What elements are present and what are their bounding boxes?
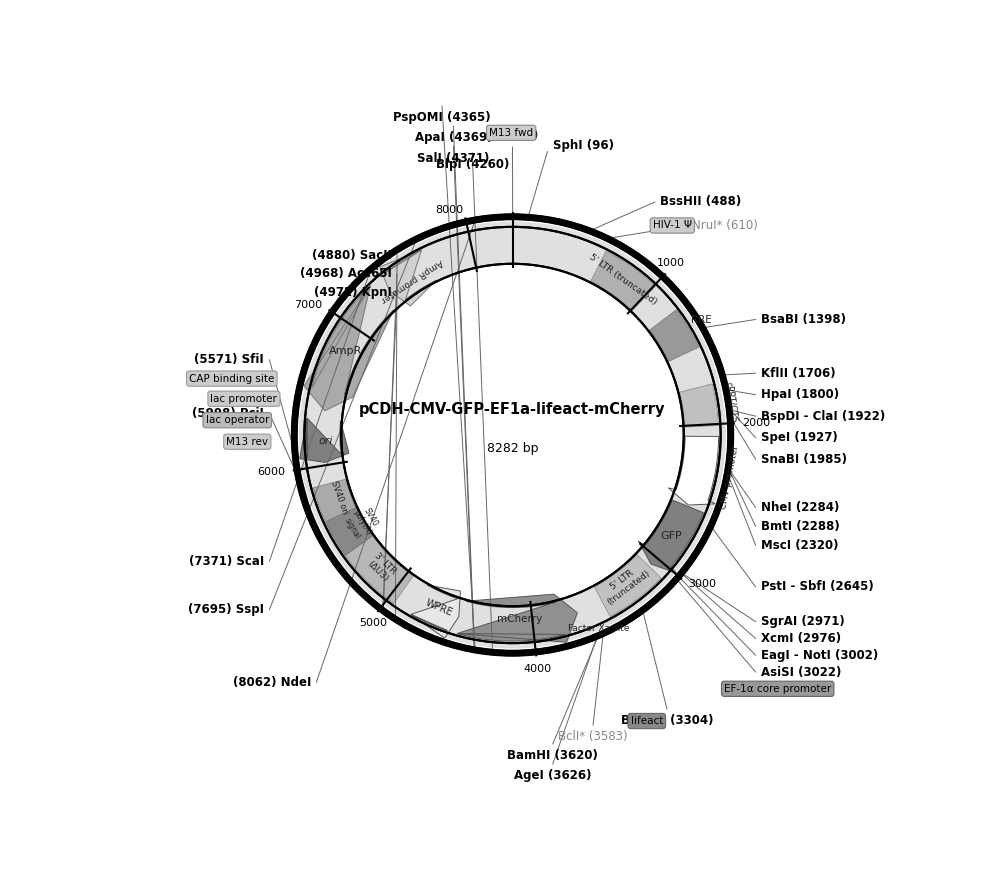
Text: CAP binding site: CAP binding site [189, 373, 275, 384]
Text: EagI - NotI (3002): EagI - NotI (3002) [761, 649, 878, 662]
Circle shape [341, 263, 684, 607]
Polygon shape [638, 500, 703, 573]
Text: mCherry: mCherry [497, 615, 542, 624]
Text: AgeI (3626): AgeI (3626) [514, 769, 592, 782]
Polygon shape [380, 250, 436, 306]
Polygon shape [304, 286, 394, 411]
Text: SnaBI (1985): SnaBI (1985) [761, 453, 847, 466]
Text: BclI* (3583): BclI* (3583) [558, 731, 628, 744]
Polygon shape [668, 436, 719, 505]
Text: 8000: 8000 [435, 205, 464, 215]
Polygon shape [457, 594, 577, 643]
Polygon shape [345, 535, 413, 603]
Circle shape [293, 215, 732, 655]
Text: SV40
poly(A)
signal: SV40 poly(A) signal [342, 504, 382, 542]
Text: BsaBI (1398): BsaBI (1398) [761, 313, 846, 326]
Text: 5' LTR
(truncated): 5' LTR (truncated) [599, 561, 652, 607]
Text: (4968) Acc65I: (4968) Acc65I [300, 268, 392, 280]
Text: GFP: GFP [660, 531, 682, 542]
Text: BlpI (4260): BlpI (4260) [436, 159, 509, 172]
Text: SphI (96): SphI (96) [553, 139, 614, 152]
Text: (5998) PciI: (5998) PciI [192, 407, 264, 420]
Text: MluI (1): MluI (1) [487, 128, 538, 141]
Text: ori: ori [319, 436, 333, 446]
Text: HpaI (1800): HpaI (1800) [761, 388, 839, 401]
Text: 6000: 6000 [257, 467, 285, 477]
Polygon shape [325, 508, 372, 555]
Text: AmpR promoter: AmpR promoter [379, 257, 443, 304]
Text: 3000: 3000 [688, 579, 716, 589]
Polygon shape [650, 310, 699, 361]
Polygon shape [313, 480, 356, 521]
Text: BmtI (2288): BmtI (2288) [761, 520, 840, 533]
Text: PstI - SbfI (2645): PstI - SbfI (2645) [761, 580, 874, 593]
Text: CMV promoter: CMV promoter [719, 445, 741, 510]
Text: SgrAI (2971): SgrAI (2971) [761, 615, 845, 628]
Text: Factor Xa site: Factor Xa site [568, 623, 629, 633]
Text: Bsu36I (3304): Bsu36I (3304) [621, 714, 713, 727]
Polygon shape [411, 585, 460, 638]
Text: SpeI (1927): SpeI (1927) [761, 431, 838, 444]
Circle shape [299, 221, 726, 649]
Text: M13 fwd: M13 fwd [489, 128, 533, 138]
Text: lifeact: lifeact [631, 716, 663, 726]
Text: 1000: 1000 [657, 258, 685, 268]
Polygon shape [594, 555, 661, 617]
Text: 7000: 7000 [294, 300, 322, 310]
Text: SalI (4371): SalI (4371) [417, 152, 490, 165]
Text: (7371) ScaI: (7371) ScaI [189, 555, 264, 568]
Text: PspOMI (4365): PspOMI (4365) [393, 112, 491, 125]
Polygon shape [300, 418, 349, 462]
Text: WPRE: WPRE [424, 598, 454, 618]
Text: MscI (2320): MscI (2320) [761, 539, 838, 552]
Text: 5000: 5000 [359, 618, 387, 628]
Text: BssHII (488): BssHII (488) [660, 195, 741, 208]
Text: lac promoter: lac promoter [210, 394, 277, 404]
Text: ApaI (4369): ApaI (4369) [415, 132, 492, 145]
Text: RRE: RRE [691, 315, 712, 324]
Text: 3' LTR
(ΔU3): 3' LTR (ΔU3) [365, 551, 397, 584]
Text: (8062) NdeI: (8062) NdeI [233, 676, 311, 689]
Text: M13 rev: M13 rev [226, 437, 268, 446]
Polygon shape [680, 384, 718, 427]
Text: AsiSI (3022): AsiSI (3022) [761, 665, 841, 678]
Text: lac operator: lac operator [206, 415, 269, 426]
Text: (7695) SspI: (7695) SspI [188, 603, 264, 616]
Text: (4880) SacII: (4880) SacII [312, 249, 392, 262]
Polygon shape [591, 251, 655, 310]
Text: HIV-1 Ψ: HIV-1 Ψ [653, 221, 692, 230]
Text: (5571) SfiI: (5571) SfiI [194, 353, 264, 366]
Text: 8282 bp: 8282 bp [487, 442, 538, 455]
Text: SV40 ori: SV40 ori [329, 480, 349, 515]
Text: KflII (1706): KflII (1706) [761, 367, 836, 379]
Text: 2000: 2000 [742, 418, 771, 427]
Text: 5' LTR (truncated): 5' LTR (truncated) [588, 252, 659, 306]
Text: XcmI (2976): XcmI (2976) [761, 632, 841, 645]
Text: pCDH-CMV-GFP-EF1a-lifeact-mCherry: pCDH-CMV-GFP-EF1a-lifeact-mCherry [359, 402, 666, 417]
Text: cPPT/CTS: cPPT/CTS [724, 381, 739, 424]
Text: BspDI - ClaI (1922): BspDI - ClaI (1922) [761, 410, 885, 423]
Text: BamHI (3620): BamHI (3620) [507, 749, 598, 762]
Text: NheI (2284): NheI (2284) [761, 501, 839, 514]
Text: 4000: 4000 [523, 664, 551, 674]
Text: NruI* (610): NruI* (610) [692, 219, 758, 232]
Text: (4972) KpnI: (4972) KpnI [314, 286, 392, 299]
Text: AmpR: AmpR [329, 345, 363, 356]
Text: EF-1α core promoter: EF-1α core promoter [724, 684, 831, 694]
